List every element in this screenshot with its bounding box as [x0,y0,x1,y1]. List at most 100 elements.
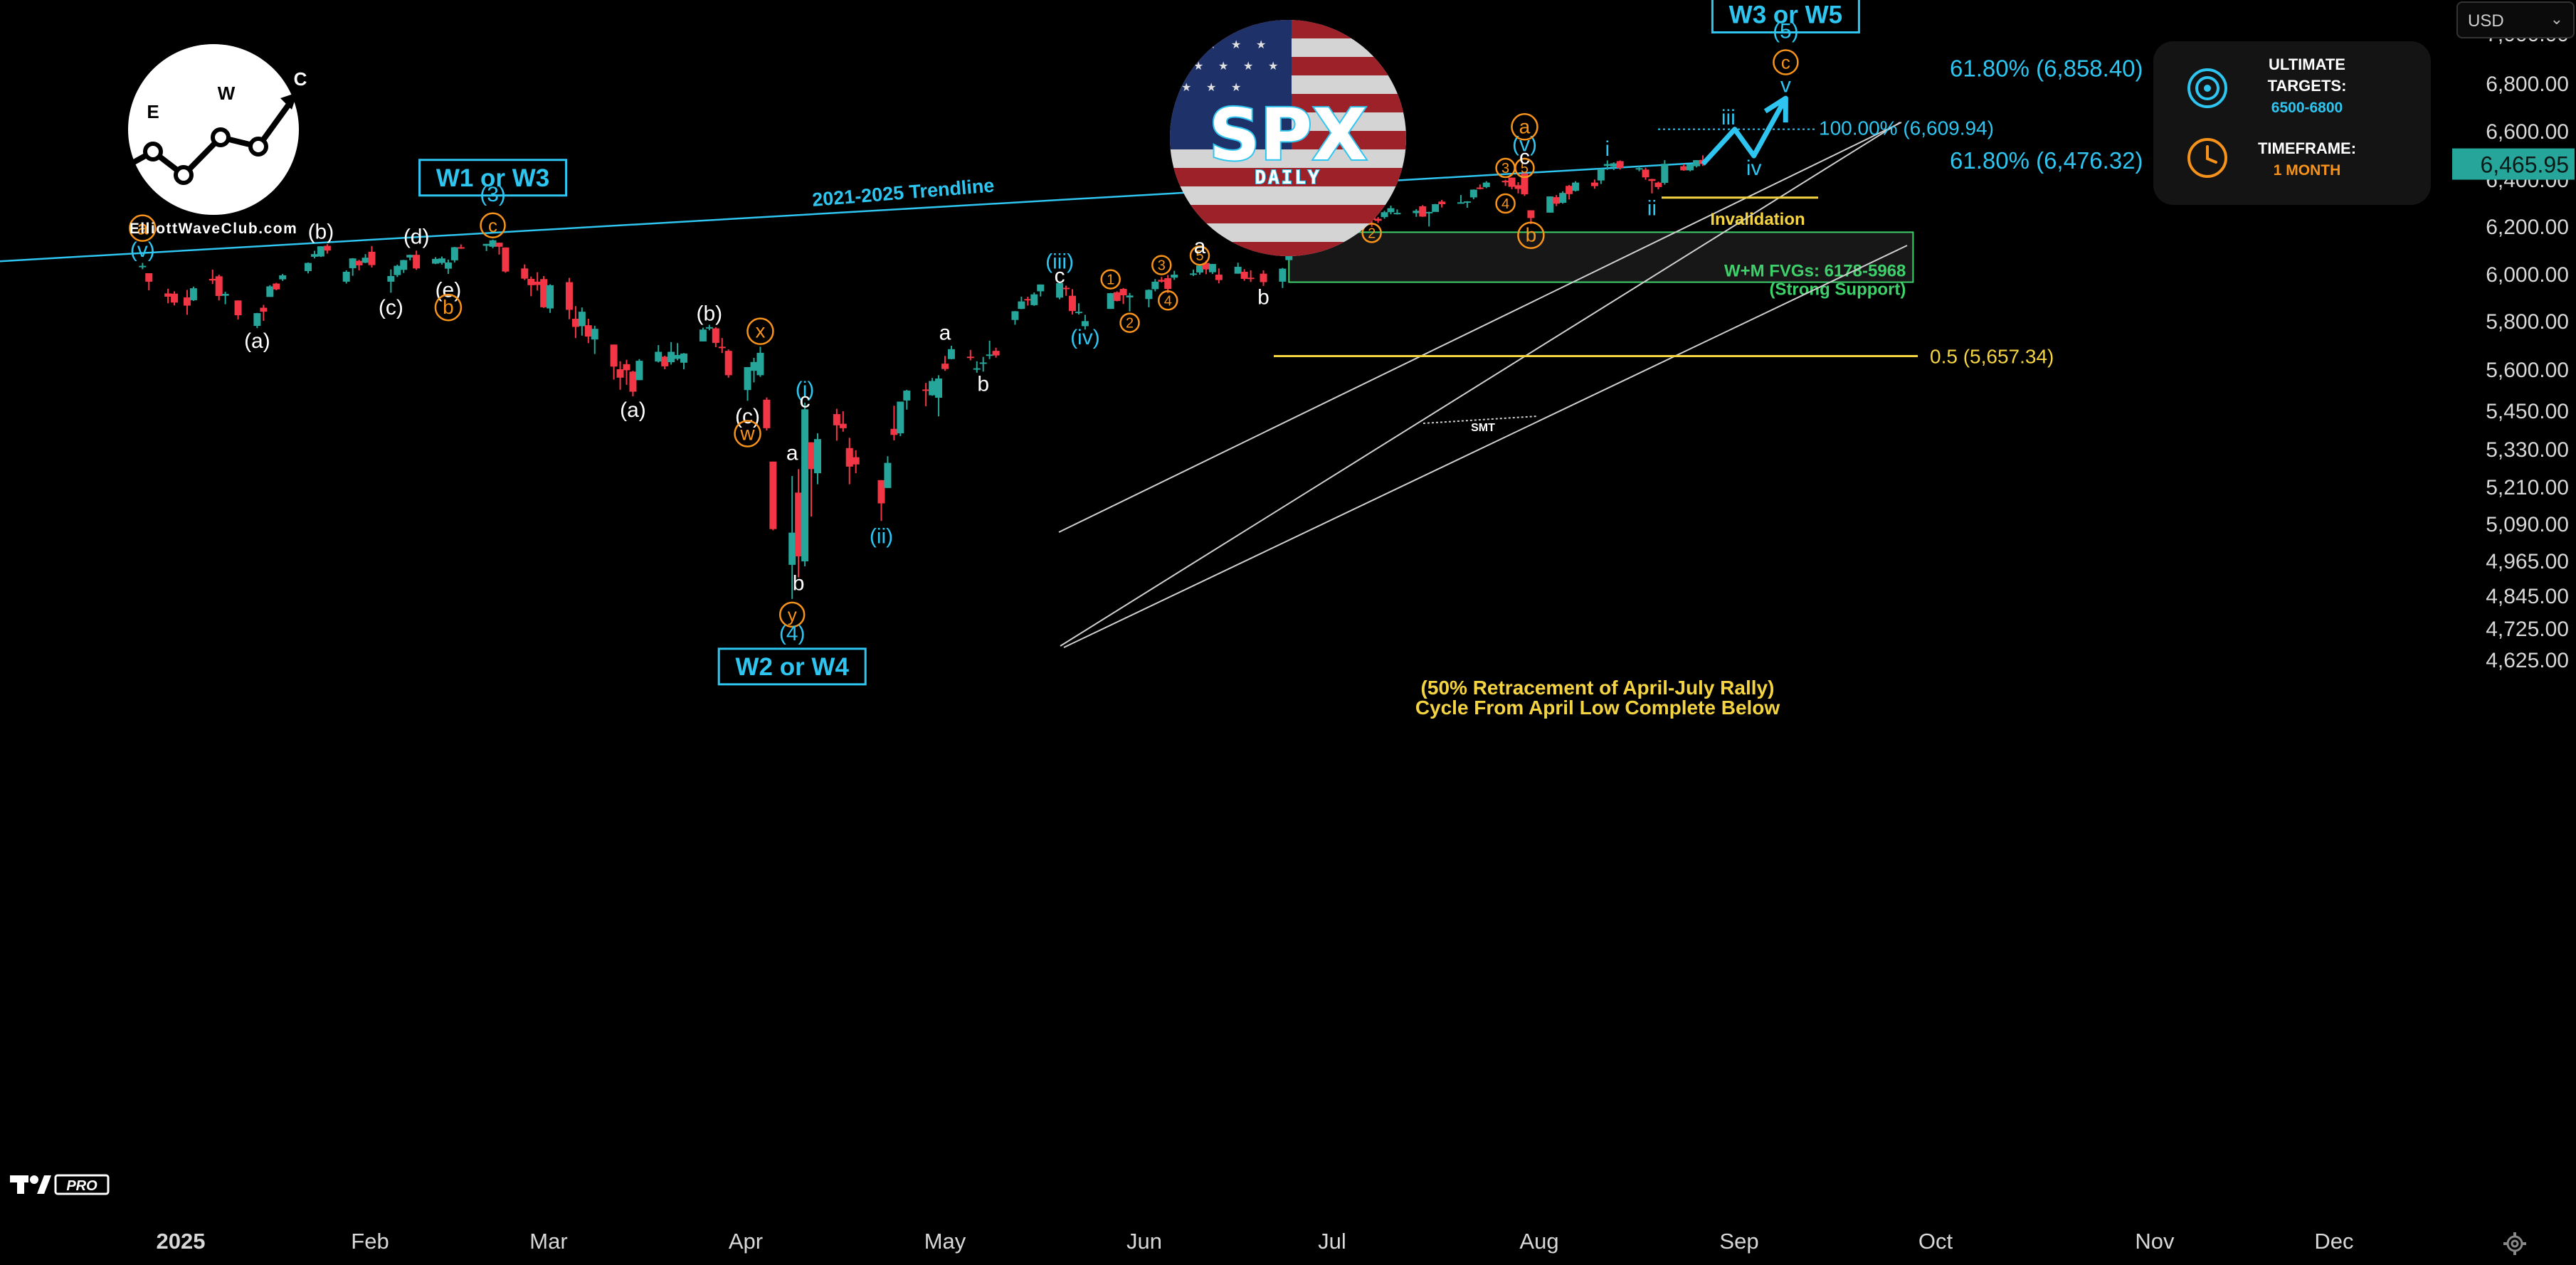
x-tick-label: Oct [1918,1229,1953,1254]
candle [744,366,751,401]
candle [406,254,414,260]
wave-sub-label: c [1781,52,1790,73]
candle-body [769,461,777,529]
currency-selector[interactable]: USD ⌄ [2456,1,2575,38]
candle-body [394,265,401,275]
candle [1508,177,1516,189]
candle-body [234,300,242,316]
candle-body [1514,185,1522,189]
candle-body [164,293,172,297]
candle-body [400,260,408,270]
candle-body [1018,301,1025,309]
candle-body [674,354,682,359]
candle-body [718,346,726,349]
candle [1381,211,1388,219]
candle-body [139,265,147,268]
candle [413,250,421,270]
candle [482,243,490,251]
wave-label: a [137,217,149,239]
x-tick-label: Sep [1719,1229,1758,1254]
candle [947,346,955,360]
candle [571,306,579,339]
candle [355,260,363,270]
candle [171,291,179,306]
candle-body [171,293,179,303]
timeframe-value: 1 MONTH [2274,162,2341,179]
wave-circle [480,212,506,239]
candle [457,244,465,249]
candle [1011,311,1019,325]
wave-label: (c) [379,296,403,319]
candle-body [744,366,751,391]
candle-body [1648,179,1656,181]
candle-body [1572,182,1580,191]
tv-pro-badge: PRO [66,1178,97,1194]
candle-body [941,364,949,369]
x-tick-label: Mar [529,1229,567,1254]
wave-box-2: c(5)W3 or W5 [1711,0,1860,75]
gear-icon[interactable] [2501,1229,2529,1258]
candle [808,442,815,517]
candle [215,275,223,301]
candle-body [1425,211,1433,213]
wave-label: 3 [1501,161,1509,176]
wave-label: v [1780,74,1791,97]
candle-body [1546,196,1554,213]
candle-body [355,260,363,265]
wave-label: i [1605,137,1610,161]
wave-label: b [443,296,454,318]
candle-body [571,319,579,327]
candle-body [1521,173,1529,195]
candle [610,344,618,380]
candle [724,349,732,378]
candle [788,476,796,599]
candle [718,338,726,354]
candle [1151,279,1159,292]
candle [260,305,268,322]
candle-body [591,329,598,340]
candle-body [253,313,261,327]
wave-label: c [1055,265,1065,288]
candle-body [273,283,280,290]
candle-body [361,258,369,263]
candle [387,269,395,293]
logo-letter-e: E [147,101,159,122]
candle-body [1011,311,1019,320]
candle [1171,270,1178,280]
candle [1056,282,1064,300]
wave-label: (b) [308,221,334,244]
wave-label: a [939,321,951,344]
candle-body [260,307,268,312]
candle-body [1260,273,1267,282]
wave-label: (iii) [1045,250,1074,274]
candle [1247,270,1255,282]
candle [540,275,548,308]
tradingview-logo[interactable]: PRO [10,1171,117,1200]
candle-body [808,442,815,470]
candle-body [1482,182,1490,187]
candle-body [712,328,719,343]
candle-body [890,428,898,435]
candle-body [1654,182,1662,187]
candle-body [1158,280,1166,282]
candle [1081,314,1089,330]
projection-arrowhead [1763,95,1788,123]
candle [1438,200,1446,208]
smt-label: SMT [1471,422,1495,434]
candle-body [502,247,510,272]
y-tick-label: 4,625.00 [2486,649,2569,672]
candle [1661,160,1669,185]
chevron-down-icon: ⌄ [2550,10,2563,28]
candle-body [1469,189,1477,198]
wave-label: (a) [620,398,646,422]
candle-body [221,294,229,296]
wave-sub-label: y [788,604,797,625]
candle [1463,201,1471,208]
candle-body [1686,164,1694,171]
candle [1126,292,1134,312]
candle-body [1024,299,1032,301]
candle [1425,211,1433,227]
candle [623,359,630,385]
